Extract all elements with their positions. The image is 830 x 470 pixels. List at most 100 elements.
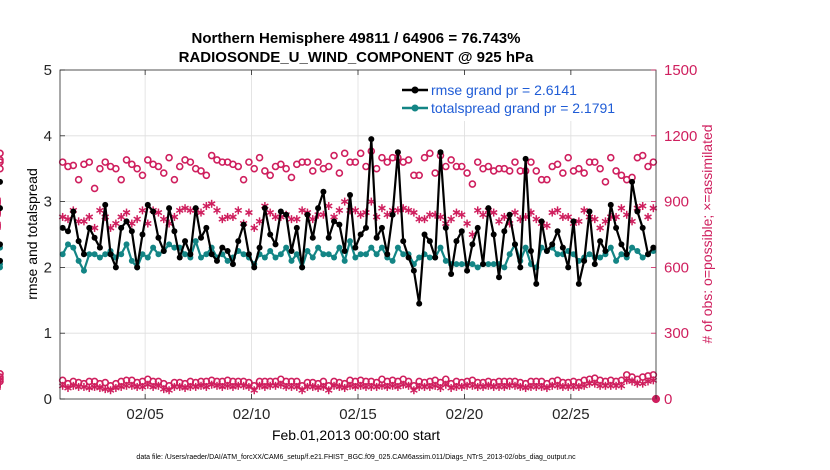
obs-possible-point	[202, 171, 211, 180]
obs-assimilated-point	[431, 381, 439, 390]
rmse-point	[213, 257, 220, 264]
rmse-point	[432, 254, 439, 261]
rmse-point	[70, 208, 77, 215]
rmse-point	[650, 244, 657, 251]
obs-assimilated-point	[266, 208, 275, 217]
obs-possible-point	[303, 158, 312, 166]
axis-ticks: 02/05 02/10 02/15 02/20 02/25 0 1 2 3 4 5 0 300 600 90…	[44, 62, 698, 423]
obs-possible-point	[144, 156, 152, 164]
totalspread-point	[501, 264, 508, 271]
rmse-point	[613, 224, 620, 231]
totalspread-point	[554, 251, 561, 258]
obs-possible-point	[638, 151, 647, 160]
totalspread-point	[490, 261, 497, 268]
rmse-point	[155, 234, 162, 241]
rmse-point	[501, 228, 508, 235]
obs-assimilated-point	[420, 215, 429, 224]
obs-assimilated-point	[133, 215, 141, 224]
rmse-point	[80, 251, 87, 258]
rmse-point	[229, 261, 236, 268]
y-left-tick-label: 0	[44, 391, 52, 408]
rmse-point	[645, 251, 652, 258]
rmse-point	[464, 267, 471, 274]
obs-possible-point	[330, 151, 338, 160]
obs-possible-point	[234, 162, 243, 171]
obs-assimilated-point	[234, 206, 243, 215]
rmse-point	[347, 192, 354, 199]
rmse-point	[490, 231, 497, 238]
rmse-point	[591, 261, 598, 268]
totalspread-point	[416, 254, 423, 261]
totalspread-point	[150, 244, 157, 251]
rmse-point	[543, 247, 550, 254]
rmse-point	[309, 234, 316, 241]
obs-possible-point	[197, 167, 205, 175]
totalspread-point	[613, 257, 620, 264]
totalspread-point	[203, 251, 210, 258]
x-axis-label: Feb.01,2013 00:00:00 start	[272, 427, 440, 443]
totalspread-point	[325, 251, 332, 258]
obs-assimilated-point	[378, 204, 386, 213]
obs-assimilated-point	[202, 201, 211, 210]
obs-assimilated-point	[447, 215, 455, 224]
legend-spread-label: totalspread grand pr = 2.1791	[431, 100, 615, 116]
totalspread-point	[293, 251, 300, 258]
totalspread-point	[426, 254, 433, 261]
rmse-point	[496, 274, 503, 281]
rmse-point	[421, 231, 428, 238]
rmse-point	[448, 270, 455, 277]
obs-assimilated-point	[335, 206, 344, 215]
rmse-point	[171, 228, 178, 235]
obs-assimilated-point	[511, 208, 519, 217]
rmse-point	[623, 251, 630, 258]
rmse-point	[389, 211, 396, 218]
obs-possible-point	[580, 169, 588, 177]
totalspread-point	[139, 251, 146, 258]
obs-assimilated-point	[112, 219, 120, 228]
obs-assimilated-point	[628, 377, 636, 386]
y-left-tick-label: 2	[44, 259, 52, 276]
rmse-point	[150, 208, 157, 215]
rmse-point	[357, 231, 364, 238]
totalspread-point	[272, 254, 279, 261]
obs-possible-point	[308, 167, 317, 175]
y-right-tick-label: 1200	[664, 128, 697, 145]
totalspread-point	[70, 244, 77, 251]
totalspread-point	[442, 257, 449, 264]
obs-possible-point	[175, 162, 184, 171]
obs-possible-point	[96, 164, 104, 173]
obs-assimilated-point	[106, 386, 115, 395]
obs-assimilated-point	[590, 215, 599, 224]
obs-assimilated-point	[207, 199, 216, 208]
obs-assimilated-point	[324, 201, 333, 210]
rmse-point	[107, 251, 114, 258]
obs-possible-point	[559, 169, 567, 177]
obs-possible-point	[0, 149, 4, 158]
obs-possible-point	[505, 167, 514, 175]
obs-assimilated-point	[463, 219, 471, 228]
x-tick-label: 02/10	[233, 406, 271, 423]
rmse-point	[272, 241, 279, 248]
y-right-tick-label: 300	[664, 325, 689, 342]
obs-possible-point	[207, 151, 216, 160]
y-left-tick-label: 4	[44, 128, 52, 145]
rmse-point	[293, 224, 300, 231]
obs-possible-point	[596, 164, 604, 173]
totalspread-point	[261, 254, 268, 261]
rmse-point	[315, 205, 322, 212]
obs-assimilated-point	[229, 212, 237, 221]
rmse-point	[522, 155, 529, 162]
rmse-point	[405, 254, 412, 261]
rmse-point	[575, 280, 582, 287]
obs-assimilated-point	[580, 381, 588, 390]
obs-possible-point	[165, 153, 173, 162]
rmse-point	[288, 247, 295, 254]
y-right-tick-label: 0	[664, 391, 672, 408]
rmse-point	[602, 247, 609, 254]
obs-possible-point	[266, 171, 274, 180]
totalspread-point	[75, 257, 82, 264]
obs-possible-point	[74, 175, 83, 184]
totalspread-point	[336, 244, 343, 251]
totalspread-point	[96, 254, 103, 261]
rmse-point	[480, 261, 487, 268]
